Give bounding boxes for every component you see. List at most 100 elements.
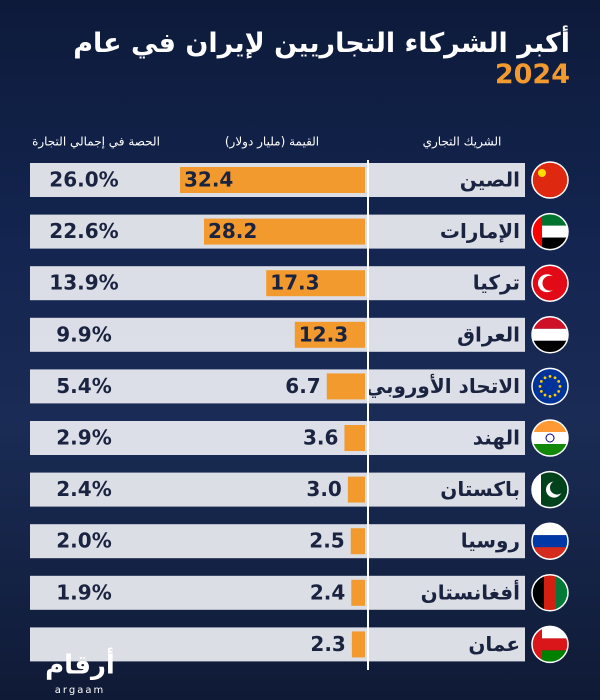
bar — [326, 373, 365, 400]
value-label: 17.3 — [270, 271, 319, 295]
share-label: 2.9% — [56, 426, 111, 450]
value-label: 3.0 — [306, 477, 341, 501]
flag-border — [531, 625, 569, 664]
flag — [531, 625, 569, 664]
category-label: الإمارات — [440, 219, 520, 243]
flag-body — [532, 471, 568, 508]
bar — [266, 270, 365, 297]
value-label: 2.3 — [310, 632, 345, 656]
flag-stripe — [544, 574, 556, 611]
flag-body — [532, 368, 568, 405]
flag — [531, 161, 569, 199]
flag-border — [531, 212, 569, 251]
category-label: باكستان — [440, 477, 520, 501]
flag — [531, 264, 569, 302]
flag-star — [557, 380, 561, 383]
flag — [531, 316, 569, 354]
flag — [531, 574, 569, 612]
share-label: 5.4% — [56, 374, 111, 398]
flag-stripe — [532, 328, 568, 341]
flag-body — [532, 162, 568, 198]
bar — [351, 631, 365, 658]
share-label: 13.9% — [49, 271, 118, 295]
flag-stripe — [532, 432, 568, 444]
flag-star — [539, 380, 543, 383]
title: أكبر الشركاء التجاريين لإيران في عام 202… — [0, 28, 570, 90]
value-label: 12.3 — [299, 322, 348, 346]
bar — [344, 425, 365, 451]
share-label: 26.0% — [49, 168, 118, 192]
flag-border — [531, 264, 569, 302]
title-text: أكبر الشركاء التجاريين لإيران في عام — [73, 28, 570, 59]
flag-border — [531, 470, 569, 509]
flag-stripe — [532, 535, 568, 548]
flag-star — [543, 376, 547, 380]
flag-border — [531, 574, 569, 612]
category-label: عمان — [468, 632, 520, 656]
flag-stripe — [532, 368, 568, 405]
category-label: العراق — [457, 322, 520, 346]
row-background — [30, 317, 525, 352]
bar — [350, 528, 365, 555]
row-background — [30, 472, 525, 507]
column-header: الشريك التجاري — [423, 135, 502, 150]
flag-star — [558, 385, 562, 388]
share-label: 2.0% — [56, 529, 111, 553]
bar — [294, 321, 365, 348]
row-background — [30, 627, 525, 662]
flag-border — [531, 316, 569, 354]
flag — [531, 522, 569, 560]
flag-star — [543, 393, 547, 397]
flag-star — [538, 385, 542, 388]
flag — [531, 367, 569, 406]
flag-border — [531, 161, 569, 199]
row-background — [30, 421, 525, 455]
value-label: 2.5 — [309, 529, 344, 553]
flag — [531, 212, 569, 251]
flag-moon — [550, 480, 564, 495]
bar — [347, 476, 365, 503]
value-label: 28.2 — [208, 219, 257, 243]
category-label: الهند — [473, 426, 520, 450]
flag-wheel — [545, 433, 555, 443]
bar — [180, 167, 365, 193]
flag-moon — [542, 275, 558, 291]
flag-star — [553, 376, 557, 380]
flag-border — [531, 367, 569, 406]
flag-star — [557, 390, 561, 393]
bar — [351, 579, 365, 606]
share-label: 2.4% — [56, 477, 111, 501]
value-label: 3.6 — [303, 426, 338, 450]
flag — [531, 419, 569, 457]
category-label: أفغانستان — [421, 578, 520, 604]
category-label: تركيا — [473, 271, 520, 295]
row-background — [30, 369, 525, 404]
flag-star — [538, 169, 546, 177]
flag-border — [531, 419, 569, 457]
share-label: 1.9% — [56, 580, 111, 604]
column-header: الحصة في إجمالي التجارة — [32, 135, 160, 150]
flag-stripe — [532, 213, 542, 250]
value-label: 6.7 — [285, 374, 320, 398]
flag-stripe — [532, 471, 541, 508]
title-year: 2024 — [494, 59, 570, 90]
flag-stripe — [532, 626, 542, 663]
row-background — [30, 524, 525, 559]
flag-border — [531, 522, 569, 560]
share-label: 22.6% — [49, 219, 118, 243]
flag-body — [532, 265, 568, 302]
flag-star — [548, 395, 552, 398]
category-label: روسيا — [461, 529, 520, 553]
brand-name: أرقام — [45, 648, 115, 681]
category-label: الصين — [460, 168, 520, 192]
flag — [531, 470, 569, 509]
value-label: 2.4 — [310, 580, 345, 604]
row-background — [30, 575, 525, 610]
bar — [203, 218, 365, 245]
column-header: القيمة (مليار دولار) — [225, 135, 319, 150]
category-label: الاتحاد الأوروبي — [366, 373, 520, 399]
flag-star — [553, 393, 557, 397]
brand-latin: argaam — [55, 685, 105, 696]
